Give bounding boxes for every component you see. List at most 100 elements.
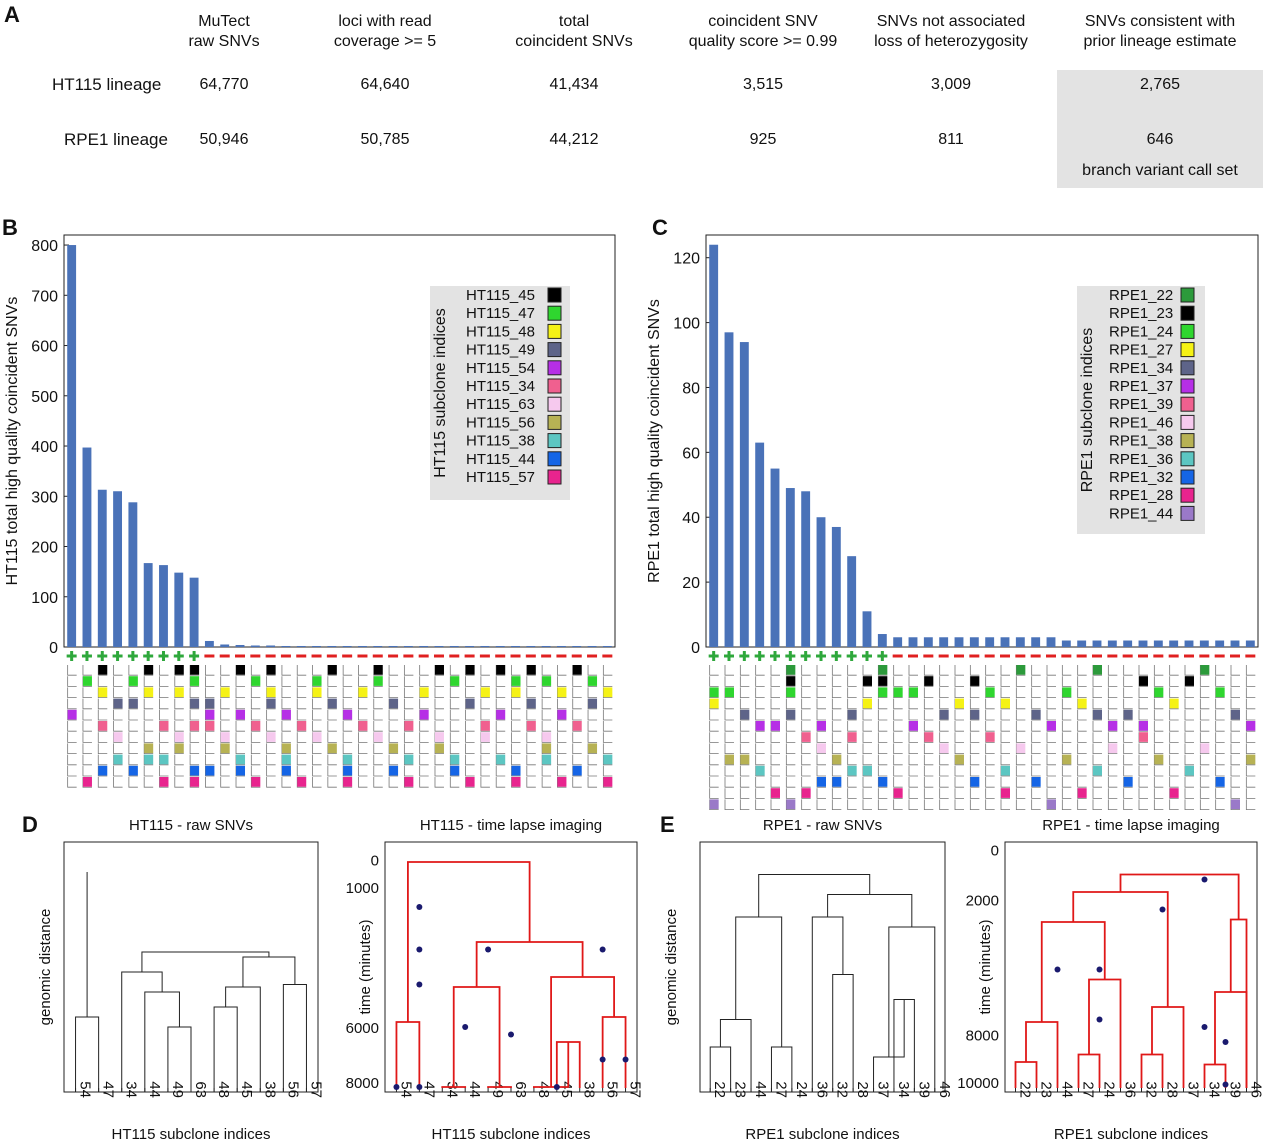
grid-cell [511, 754, 521, 766]
table-header: MuTect raw SNVs [188, 13, 260, 50]
membership-cell [1123, 777, 1133, 787]
grid-cell [1153, 777, 1164, 788]
grid-cell [1230, 721, 1240, 732]
grid-cell [342, 665, 353, 676]
legend-label: HT115_44 [466, 451, 535, 468]
grid-cell [1153, 765, 1164, 777]
dendrogram-branch [888, 926, 936, 1092]
grid-cell [220, 665, 230, 676]
grid-cell [1215, 721, 1225, 732]
grid-cell [831, 687, 842, 698]
grid-cell [526, 721, 536, 732]
grid-cell [893, 698, 903, 710]
grid-cell [495, 676, 506, 687]
membership-cell [327, 665, 337, 675]
grid-cell [358, 754, 368, 766]
grid-cell [1230, 687, 1240, 698]
dendrogram-branch [282, 984, 307, 1092]
grid-cell [908, 665, 918, 676]
grid-cell [495, 777, 506, 788]
membership-cell [465, 665, 475, 675]
grid-cell [1245, 665, 1256, 676]
grid-cell [572, 743, 582, 754]
membership-cell [801, 788, 811, 798]
grid-cell [174, 721, 184, 732]
legend-label: HT115_63 [466, 396, 535, 413]
grid-cell [862, 777, 872, 788]
grid-cell [831, 709, 842, 721]
grid-cell [434, 754, 444, 766]
legend-label: RPE1_32 [1109, 469, 1173, 486]
grid-cell [1015, 799, 1026, 810]
bar [1153, 640, 1163, 647]
grid-cell [511, 665, 521, 676]
grid-cell [572, 777, 582, 788]
grid-cell [1138, 709, 1148, 721]
membership-cell [251, 721, 261, 731]
grid-cell [1153, 721, 1164, 732]
bar [358, 645, 367, 647]
membership-cell [434, 665, 444, 675]
grid-cell [449, 698, 460, 710]
grid-cell [1245, 676, 1256, 687]
grid-cell [939, 732, 949, 743]
grid-cell [1107, 754, 1118, 766]
grid-cell [373, 777, 383, 788]
table-cell: 50,946 [199, 131, 249, 148]
grid-cell [831, 765, 842, 777]
y-tick-label: 500 [31, 389, 58, 406]
dendrogram-branch [601, 1016, 627, 1088]
grid-cell [1031, 665, 1041, 676]
membership-cell [817, 743, 826, 754]
grid-cell [1061, 721, 1072, 732]
grid-cell [939, 721, 949, 732]
grid-cell [388, 721, 399, 732]
grid-cell [969, 709, 980, 721]
grid-cell [739, 743, 750, 754]
y-tick-label: 8000 [346, 1075, 379, 1092]
grid-cell [97, 698, 108, 710]
grid-cell [1031, 799, 1041, 810]
membership-cell [1001, 788, 1010, 798]
table-cell: 64,770 [199, 76, 249, 93]
grid-cell [373, 743, 383, 754]
legend-swatch [1180, 505, 1195, 521]
grid-cell [143, 721, 154, 732]
grid-cell [1077, 721, 1087, 732]
grid-cell [250, 721, 261, 732]
membership-cell [1108, 743, 1118, 754]
grid-cell [1000, 743, 1010, 754]
table-header: SNVs consistent with prior lineage estima… [1083, 13, 1237, 50]
legend-label: RPE1_39 [1109, 396, 1173, 413]
grid-cell [296, 709, 307, 721]
membership-cell [144, 665, 154, 675]
bar [602, 645, 612, 647]
division-point [416, 981, 423, 988]
y-tick-label: 40 [682, 510, 700, 527]
grid-cell [189, 665, 200, 676]
grid-cell [266, 709, 276, 721]
grid-cell [220, 765, 230, 777]
grid-cell [220, 687, 230, 698]
y-tick-label: 400 [31, 439, 58, 456]
grid-cell [495, 754, 506, 766]
legend-label: HT115_48 [466, 323, 535, 340]
grid-cell [205, 732, 215, 743]
grid-cell [1046, 743, 1056, 754]
bar [709, 244, 719, 647]
grid-cell [1215, 732, 1225, 743]
y-tick-label: 6000 [346, 1020, 379, 1037]
grid-cell [465, 732, 475, 743]
membership-cell [709, 698, 719, 709]
minus-marker [908, 654, 918, 658]
grid-cell [1000, 732, 1010, 743]
grid-cell [1092, 687, 1102, 698]
membership-cell [511, 676, 521, 686]
grid-cell [358, 687, 368, 698]
legend-swatch [1180, 414, 1195, 430]
grid-cell [1138, 754, 1148, 766]
grid-cell [709, 743, 719, 754]
grid-cell [602, 754, 613, 766]
grid-cell [296, 777, 307, 788]
membership-cell [496, 754, 506, 765]
